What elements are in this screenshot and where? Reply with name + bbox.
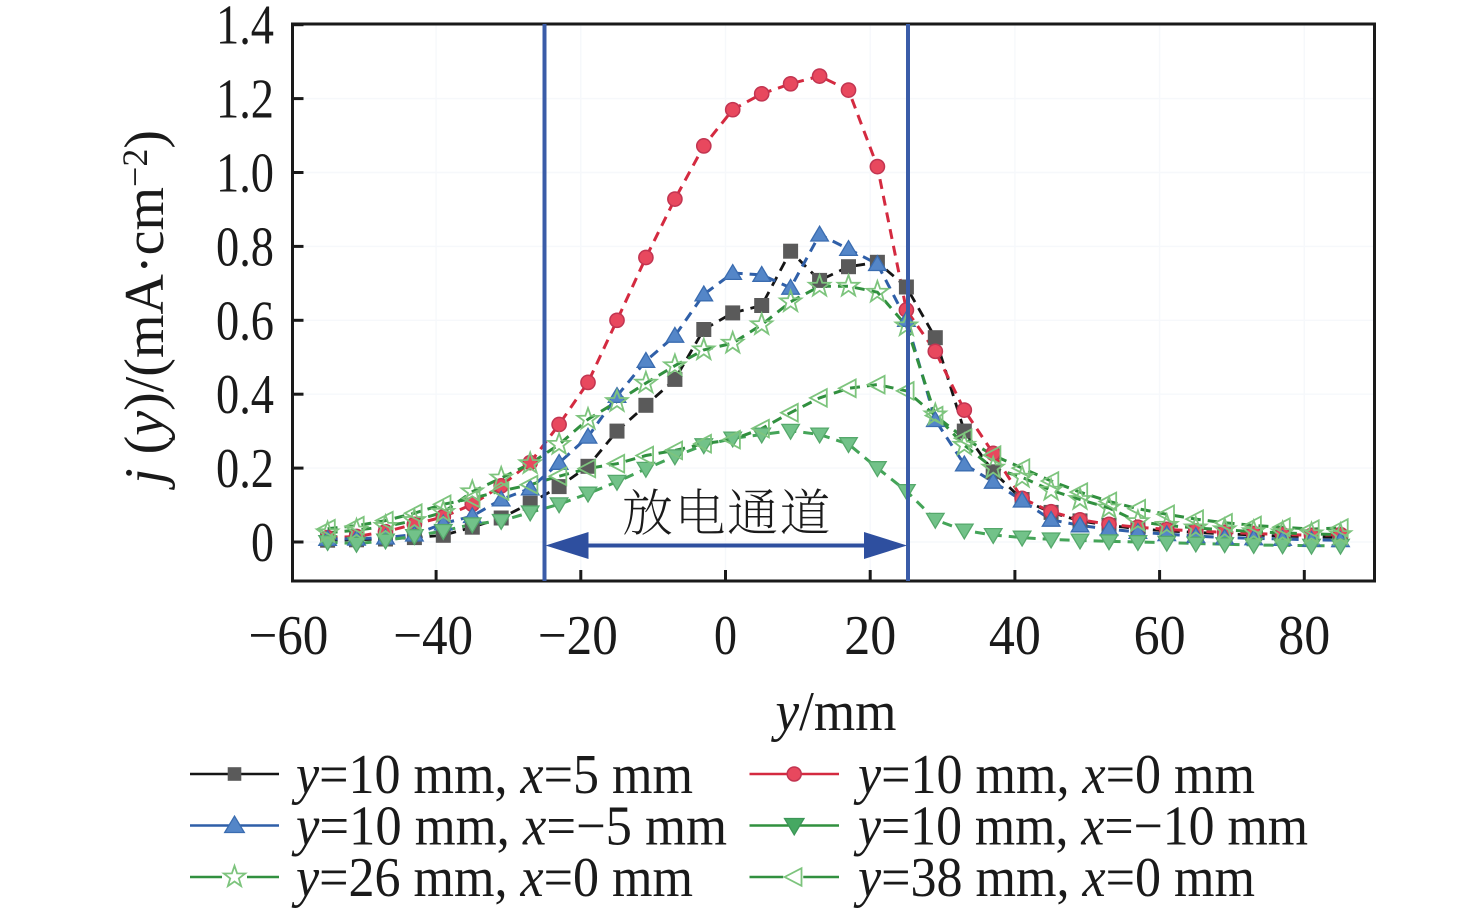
svg-text:1.4: 1.4 [216, 0, 274, 57]
svg-text:80: 80 [1278, 605, 1330, 667]
svg-text:60: 60 [1134, 605, 1186, 667]
svg-text:0.2: 0.2 [216, 438, 274, 500]
svg-text:−60: −60 [248, 605, 328, 667]
svg-text:0.6: 0.6 [216, 290, 274, 352]
svg-text:0: 0 [251, 512, 274, 574]
svg-text:y=10 mm, x=−10 mm: y=10 mm, x=−10 mm [853, 796, 1308, 858]
svg-text:y=26 mm, x=0 mm: y=26 mm, x=0 mm [291, 847, 693, 909]
svg-text:y=10 mm, x=0 mm: y=10 mm, x=0 mm [853, 744, 1255, 806]
svg-text:y=38 mm, x=0 mm: y=38 mm, x=0 mm [853, 847, 1255, 909]
svg-text:y=10 mm, x=5 mm: y=10 mm, x=5 mm [291, 744, 693, 806]
svg-text:j (y)/(mA·cm−2): j (y)/(mA·cm−2) [114, 130, 176, 490]
svg-text:0.4: 0.4 [216, 364, 274, 426]
svg-text:0.8: 0.8 [216, 216, 274, 278]
svg-text:y=10 mm, x=−5 mm: y=10 mm, x=−5 mm [291, 796, 727, 858]
svg-text:20: 20 [844, 605, 896, 667]
svg-text:y/mm: y/mm [771, 681, 897, 743]
svg-text:−20: −20 [538, 605, 618, 667]
svg-text:40: 40 [989, 605, 1041, 667]
svg-text:1.2: 1.2 [216, 69, 274, 131]
svg-text:0: 0 [714, 605, 737, 667]
svg-text:−40: −40 [393, 605, 473, 667]
svg-text:1.0: 1.0 [216, 143, 274, 205]
